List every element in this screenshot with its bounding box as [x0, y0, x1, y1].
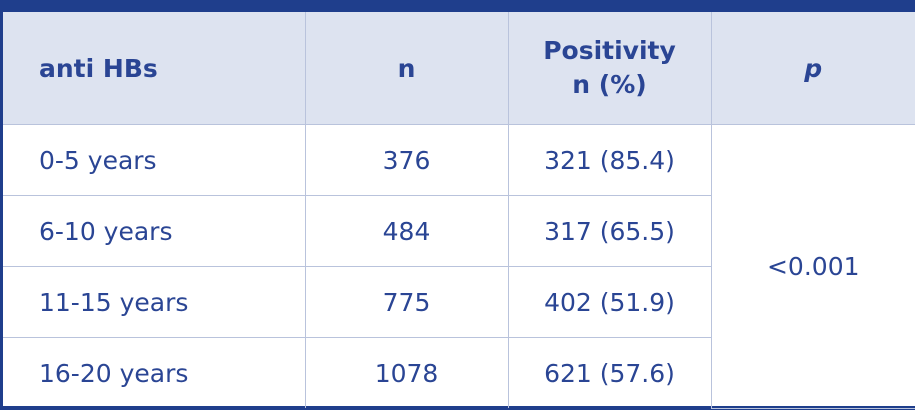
body-cell: 376	[304, 124, 509, 196]
body-cell: 16-20 years	[3, 337, 306, 408]
p-value-cell: <0.001	[710, 124, 915, 409]
body-cell: 621 (57.6)	[507, 337, 712, 408]
body-cell: 775	[304, 266, 509, 338]
header-line: Positivity	[543, 36, 676, 65]
body-cell: 0-5 years	[3, 124, 306, 196]
body-cell: 11-15 years	[3, 266, 306, 338]
body-row: 16-20 years 1078 621 (57.6)	[3, 337, 915, 408]
body-cell: 321 (85.4)	[507, 124, 712, 196]
header-cell: Positivity n (%)	[507, 12, 712, 125]
table-body: 0-5 years 376 321 (85.4) <0.001 6-10 years 48…	[3, 124, 915, 409]
data-table: anti HBs n Positivity n (%) p 0-5 years 3…	[3, 12, 915, 409]
header-line: n (%)	[572, 70, 647, 99]
header-row: anti HBs n Positivity n (%) p	[3, 12, 915, 125]
body-cell: 484	[304, 195, 509, 267]
body-row: 6-10 years 484 317 (65.5)	[3, 195, 915, 267]
header-cell: n	[304, 12, 509, 125]
body-row: 11-15 years 775 402 (51.9)	[3, 266, 915, 338]
body-cell: 402 (51.9)	[507, 266, 712, 338]
body-cell: 6-10 years	[3, 195, 306, 267]
body-cell: 317 (65.5)	[507, 195, 712, 267]
header-cell: anti HBs	[3, 12, 306, 125]
body-row: 0-5 years 376 321 (85.4) <0.001	[3, 124, 915, 409]
header-cell: p	[710, 12, 915, 125]
body-cell: 1078	[304, 337, 509, 408]
